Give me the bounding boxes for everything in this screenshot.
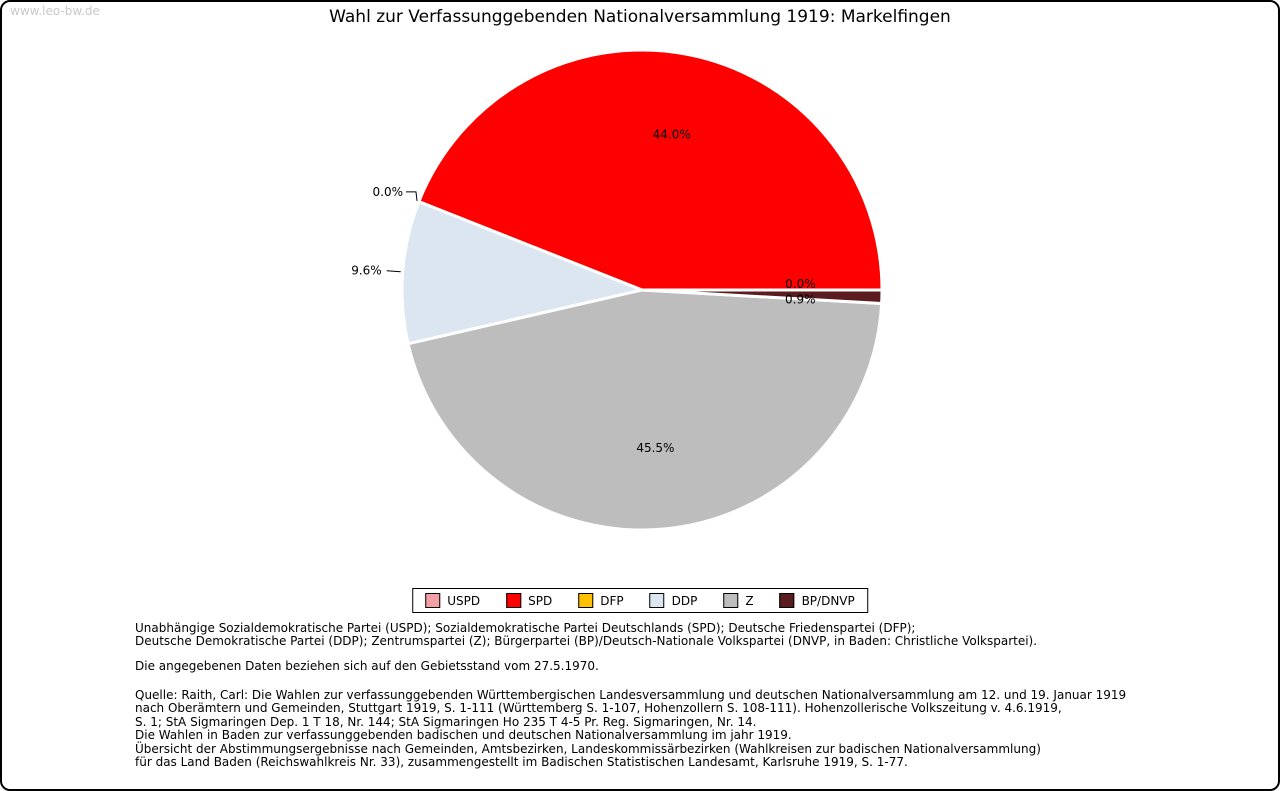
legend-label: SPD — [528, 593, 553, 608]
chart-title: Wahl zur Verfassunggebenden Nationalvers… — [329, 7, 951, 27]
legend-label: USPD — [447, 593, 481, 608]
legend-label: DFP — [600, 593, 624, 608]
pie-label-uspd: 0.0% — [785, 277, 816, 291]
legend-item-ddp: DDP — [649, 593, 698, 608]
pie-slice-ddp — [400, 200, 644, 346]
legend-item-z: Z — [723, 593, 754, 608]
legend-item-uspd: USPD — [425, 593, 480, 608]
footnote-parties: Unabhängige Sozialdemokratische Partei (… — [135, 621, 1038, 649]
legend-label: BP/DNVP — [801, 593, 855, 608]
watermark: www.leo-bw.de — [10, 4, 100, 18]
pie-slice-bp-dnvp — [640, 288, 884, 306]
pie-label-dfp: 0.0% — [373, 185, 404, 199]
pie-label-z: 45.5% — [636, 441, 674, 455]
pie-label-ddp: 9.6% — [351, 263, 382, 277]
legend-swatch — [578, 593, 594, 608]
footnote-status: Die angegebenen Daten beziehen sich auf … — [135, 659, 599, 673]
legend-item-spd: SPD — [506, 593, 552, 608]
legend-swatch — [779, 593, 795, 608]
pie-label-spd: 44.0% — [653, 127, 691, 141]
pie-label-bp-dnvp: 0.9% — [785, 293, 816, 307]
legend-item-bp-dnvp: BP/DNVP — [779, 593, 855, 608]
pie-chart: 0.0% 44.0% 0.0% 9.6% 45.5% 0.9% — [351, 48, 884, 532]
footnote-source: Quelle: Raith, Carl: Die Wahlen zur verf… — [135, 688, 1127, 770]
legend-swatch — [723, 593, 739, 608]
legend-swatch — [425, 593, 441, 608]
label-leader-line — [386, 270, 401, 273]
legend-swatch — [506, 593, 522, 608]
pie-slice-spd — [417, 48, 884, 292]
legend-item-dfp: DFP — [578, 593, 624, 608]
legend-label: Z — [745, 593, 754, 608]
legend: USPD SPD DFP DDP Z BP/DNVP — [412, 588, 868, 613]
legend-label: DDP — [671, 593, 698, 608]
label-leader-line — [406, 191, 418, 201]
legend-swatch — [649, 593, 665, 608]
pie-slice-z — [406, 288, 884, 532]
